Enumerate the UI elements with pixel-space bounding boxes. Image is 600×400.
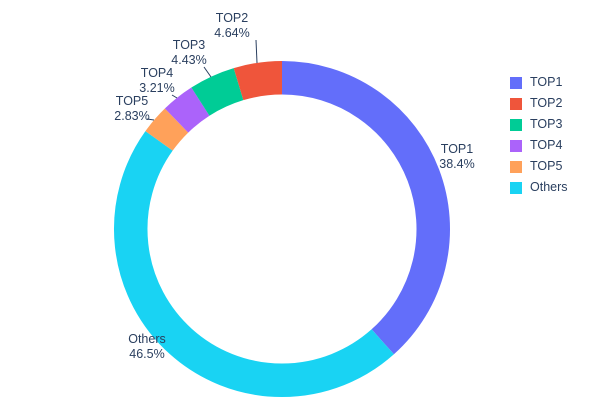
slice-name-label-top5: TOP5	[116, 94, 148, 108]
legend-swatch-icon	[510, 97, 522, 110]
legend-label: TOP4	[530, 138, 563, 152]
slice-name-label-top4: TOP4	[141, 66, 173, 80]
slice-percent-label-top4: 3.21%	[139, 81, 174, 95]
pie-slice-others[interactable]	[114, 131, 394, 398]
slice-percent-label-others: 46.5%	[129, 347, 164, 361]
legend-label: TOP1	[530, 75, 563, 89]
legend-item-top1[interactable]: TOP1	[510, 76, 568, 89]
slice-name-label-others: Others	[128, 332, 166, 346]
pie-slice-top5[interactable]	[145, 108, 189, 151]
legend-label: TOP3	[530, 117, 563, 131]
pie-slice-top3[interactable]	[191, 68, 244, 116]
leader-line-top3	[203, 66, 212, 78]
legend-item-top5[interactable]: TOP5	[510, 160, 568, 173]
pie-slice-top1[interactable]	[281, 61, 450, 355]
legend-swatch-icon	[510, 118, 522, 131]
legend-item-top4[interactable]: TOP4	[510, 139, 568, 152]
legend-item-top2[interactable]: TOP2	[510, 97, 568, 110]
legend-swatch-icon	[510, 181, 522, 194]
legend-item-others[interactable]: Others	[510, 181, 568, 194]
legend-swatch-icon	[510, 139, 522, 152]
chart-legend: TOP1 TOP2 TOP3 TOP4 TOP5 Others	[510, 76, 568, 194]
leader-line-top2	[255, 39, 258, 64]
slice-name-label-top3: TOP3	[173, 38, 205, 52]
legend-label: TOP2	[530, 96, 563, 110]
slice-percent-label-top1: 38.4%	[439, 157, 474, 171]
leader-line-top5	[146, 118, 155, 121]
legend-swatch-icon	[510, 160, 522, 173]
slice-name-label-top1: TOP1	[441, 142, 473, 156]
slice-percent-label-top2: 4.64%	[214, 26, 249, 40]
legend-item-top3[interactable]: TOP3	[510, 118, 568, 131]
slice-percent-label-top3: 4.43%	[171, 53, 206, 67]
slice-percent-label-top5: 2.83%	[114, 109, 149, 123]
leader-line-top4	[171, 94, 178, 99]
legend-label: TOP5	[530, 159, 563, 173]
legend-swatch-icon	[510, 76, 522, 89]
slice-name-label-top2: TOP2	[216, 11, 248, 25]
pie-slice-top4[interactable]	[164, 87, 210, 133]
legend-label: Others	[530, 180, 568, 194]
pie-slice-top2[interactable]	[233, 61, 283, 101]
